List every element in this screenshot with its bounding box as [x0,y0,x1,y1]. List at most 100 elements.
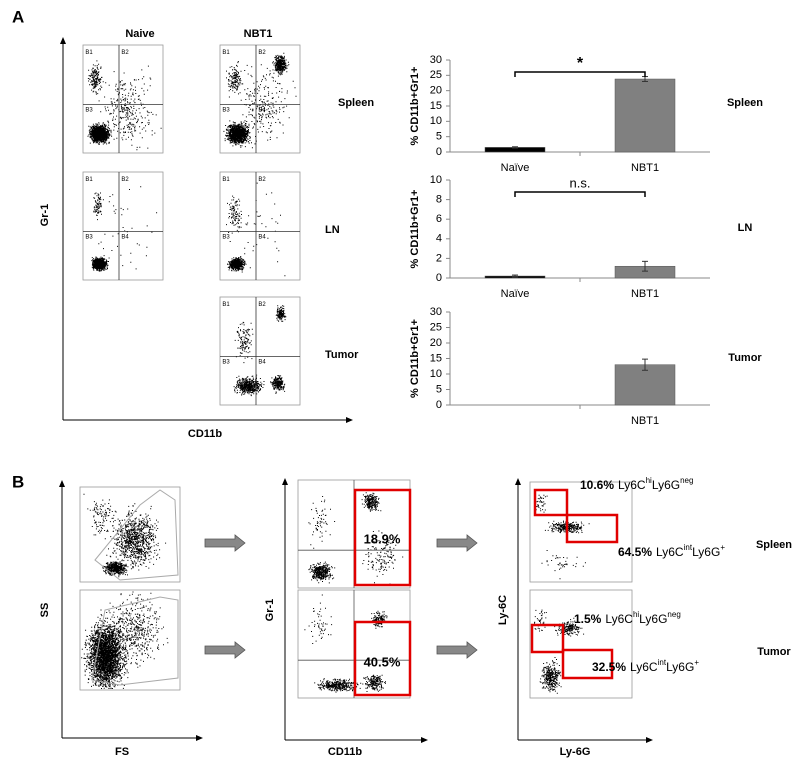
quadrant-label: B2 [121,50,129,56]
quadrant-label: B1 [85,50,93,56]
marker: Ly6C [656,545,684,559]
significance-bracket [514,191,646,197]
marker-level: hi [646,476,652,485]
x-tick-label: Naïve [501,162,530,174]
marker: Ly6G [692,545,720,559]
dot-cloud [226,182,286,277]
y-tick-label: 15 [430,352,442,364]
gate-percent: 18.9% [364,531,401,546]
dot-cloud [304,594,388,693]
panel-label: A [12,7,24,26]
error-bar [642,358,648,371]
error-bar [512,274,518,278]
marker: Ly6C [605,612,633,626]
marker-level: int [658,658,667,667]
x-axis-label: CD11b [328,746,363,758]
subset-label: 1.5% Ly6ChiLy6Gneg [574,610,681,626]
marker-level: + [720,543,725,552]
quadrant-label: B2 [258,302,266,308]
dot-cloud [81,591,169,689]
y-tick-label: 20 [430,337,442,349]
bar [614,364,676,406]
quadrant-label: B3 [222,234,230,240]
y-tick-label: 10 [430,368,442,380]
gate [353,620,412,697]
quadrant-label: B4 [258,107,266,113]
x-tick-label: NBT1 [631,162,659,174]
marker-level: neg [680,476,693,485]
x-tick-label: Naïve [501,288,530,300]
subset-percent: 32.5% [592,660,626,674]
subset-label: 64.5% Ly6CintLy6G+ [618,543,725,559]
flow-arrow [204,534,246,552]
y-tick-label: 0 [436,146,442,158]
y-tick-label: 2 [436,252,442,264]
gate [530,623,565,654]
quadrant-label: B3 [85,107,93,113]
gate [353,488,412,587]
marker: Ly6G [652,478,680,492]
chart-side-label: Spleen [727,97,763,109]
y-tick-label: 0 [436,399,442,411]
chart-side-label: LN [738,222,753,234]
marker: Ly6C [618,478,646,492]
y-axis-label: Gr-1 [39,204,51,227]
dot-cloud [87,60,162,151]
y-tick-label: 8 [436,194,442,206]
y-tick-label: 25 [430,321,442,333]
x-tick-label: NBT1 [631,288,659,300]
x-axis-label: FS [115,746,129,758]
marker-level: + [694,658,699,667]
y-axis-label: % CD11b+Gr1+ [409,67,421,146]
flow-arrow [436,641,478,659]
marker: Ly6G [666,660,694,674]
y-tick-label: 5 [436,383,442,395]
significance-label: * [577,55,584,72]
y-tick-label: 5 [436,131,442,143]
quadrant-label: B4 [258,359,266,365]
dot-cloud [233,305,287,397]
marker: Ly6G [639,612,667,626]
y-axis-label: % CD11b+Gr1+ [409,190,421,269]
quadrant-label: B4 [121,107,129,113]
row-label: Spleen [338,97,374,109]
y-tick-label: 10 [430,115,442,127]
quadrant-label: B2 [258,177,266,183]
quadrant-label: B3 [85,234,93,240]
fs-ss-gate [91,596,179,686]
dot-cloud [223,52,297,149]
dot-plot-frame [529,481,633,583]
y-axis-label: % CD11b+Gr1+ [409,319,421,398]
significance-bracket [514,71,646,77]
y-tick-label: 15 [430,100,442,112]
x-axis-label: Ly-6G [560,746,591,758]
quadrant-label: B3 [222,359,230,365]
y-tick-label: 4 [436,233,442,245]
row-label: LN [325,224,340,236]
gate-percent: 40.5% [364,654,401,669]
bar [614,78,676,153]
flow-arrow [204,641,246,659]
quadrant-label: B4 [121,234,129,240]
quadrant-label: B1 [222,177,230,183]
marker-level: int [684,543,693,552]
dot-cloud [308,492,404,585]
dot-cloud [83,493,167,578]
quadrant-label: B4 [258,234,266,240]
quadrant-label: B2 [121,177,129,183]
marker: Ly6C [630,660,658,674]
fs-ss-gate [94,489,179,581]
flow-arrow [436,534,478,552]
subset-label: 10.6% Ly6ChiLy6Gneg [580,476,693,492]
dot-cloud [534,609,585,694]
column-header: NBT1 [244,28,273,40]
y-tick-label: 20 [430,85,442,97]
row-label: Tumor [757,646,791,658]
dot-cloud [91,186,158,272]
y-tick-label: 30 [430,54,442,66]
marker-level: neg [667,610,680,619]
subset-percent: 10.6% [580,478,614,492]
chart-side-label: Tumor [728,352,762,364]
marker-level: hi [633,610,639,619]
y-axis-label: Ly-6C [497,595,509,625]
